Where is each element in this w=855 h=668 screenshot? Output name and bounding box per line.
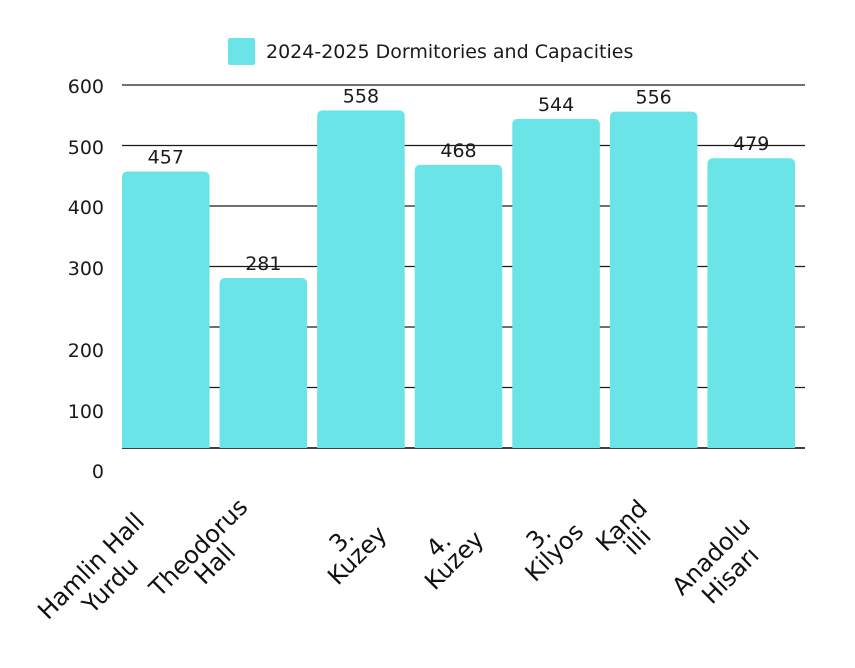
- bar: [219, 277, 308, 448]
- data-label: 457: [148, 147, 184, 169]
- y-tick-label: 500: [68, 137, 104, 159]
- bar: [414, 164, 503, 449]
- bar: [122, 171, 210, 448]
- y-tick-label: 300: [68, 258, 104, 280]
- y-axis-ticks: 0 100 200 300 400 500 600: [68, 76, 104, 483]
- bar: [512, 118, 600, 448]
- bar: [317, 110, 405, 448]
- y-tick-label: 0: [92, 461, 104, 483]
- data-label: 468: [440, 140, 476, 162]
- y-tick-label: 600: [68, 76, 104, 98]
- data-label: 556: [636, 87, 672, 109]
- y-tick-label: 200: [68, 340, 104, 362]
- bars: [122, 110, 795, 449]
- x-tick-label: 3.Kilyos: [520, 518, 590, 588]
- legend-label: 2024-2025 Dormitories and Capacities: [266, 41, 633, 63]
- y-tick-label: 400: [68, 197, 104, 219]
- bar: [707, 158, 795, 448]
- data-labels: 457 281 558 468 544 556 479: [148, 85, 770, 275]
- data-label: 479: [733, 133, 769, 155]
- legend: 2024-2025 Dormitories and Capacities: [228, 38, 633, 65]
- data-label: 281: [245, 253, 281, 275]
- x-tick-label: 3.Kuzey: [322, 520, 392, 590]
- bar: [609, 111, 698, 449]
- x-tick-label: 4.Kuzey: [419, 525, 489, 595]
- data-label: 544: [538, 94, 574, 116]
- y-tick-label: 100: [68, 401, 104, 423]
- x-tick-label-line: Theodorus: [143, 493, 253, 603]
- data-label: 558: [343, 85, 379, 107]
- legend-swatch: [228, 38, 255, 65]
